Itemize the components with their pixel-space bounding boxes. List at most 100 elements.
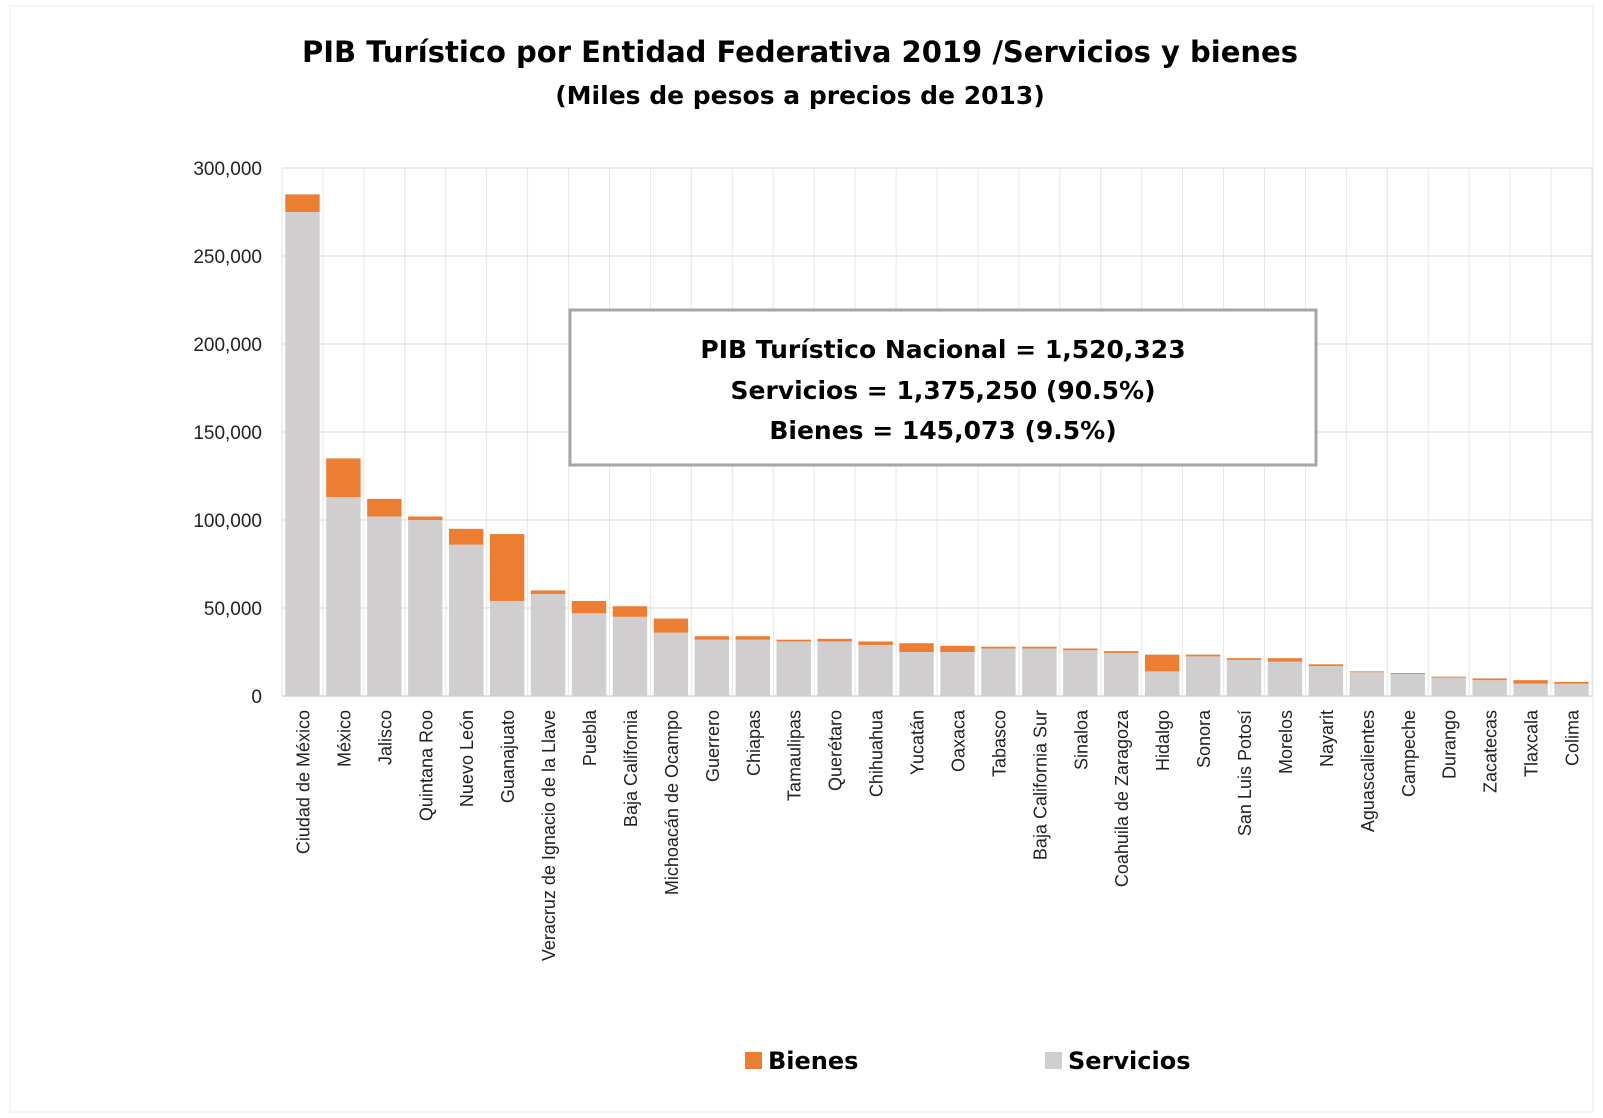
bar-bienes xyxy=(1554,681,1589,684)
bar-bienes xyxy=(530,590,566,594)
legend-label-servicios: Servicios xyxy=(1068,1047,1191,1075)
x-tick-label: Tabasco xyxy=(989,710,1009,777)
bar-bienes xyxy=(1022,646,1057,649)
bar-bienes xyxy=(899,643,934,652)
bar-bienes xyxy=(1472,678,1507,681)
x-tick-label: Hidalgo xyxy=(1153,710,1173,771)
y-tick-label: 200,000 xyxy=(193,335,262,356)
bar-servicios xyxy=(776,641,811,696)
x-tick-label: Jalisco xyxy=(375,710,395,765)
y-tick-label: 150,000 xyxy=(193,423,262,444)
bar-servicios xyxy=(1308,666,1344,696)
x-tick-label: Tlaxcala xyxy=(1522,709,1542,777)
bar-bienes xyxy=(1144,654,1180,672)
annotation-frame xyxy=(568,308,1318,467)
y-axis: 0 50,000 100,000 150,000 200,000 250,000 300,0… xyxy=(193,159,262,708)
bar-servicios xyxy=(817,641,852,696)
x-tick-label: Michoacán de Ocampo xyxy=(662,710,682,895)
bar-servicios xyxy=(940,652,975,696)
bar-bienes xyxy=(1104,651,1139,653)
bar-bienes xyxy=(489,534,525,601)
bar-bienes xyxy=(1431,676,1466,678)
x-tick-label: Aguascalientes xyxy=(1358,710,1378,832)
bar-servicios xyxy=(1226,659,1262,696)
bar-servicios xyxy=(1472,680,1507,696)
bar-servicios xyxy=(408,520,443,696)
bar-servicios xyxy=(735,639,770,696)
bar-bienes xyxy=(1267,658,1303,662)
bar-servicios xyxy=(367,516,402,696)
bar-bienes xyxy=(776,639,811,642)
x-tick-label: Campeche xyxy=(1399,710,1419,797)
bars xyxy=(285,194,1589,696)
bar-servicios xyxy=(489,600,525,696)
bar-servicios xyxy=(1144,671,1180,696)
legend-swatch-servicios xyxy=(1045,1052,1062,1069)
bar-bienes xyxy=(940,645,975,652)
legend-label-bienes: Bienes xyxy=(768,1047,858,1075)
bar-servicios xyxy=(571,613,607,696)
x-axis: Ciudad de México México Jalisco Quintana Ro… xyxy=(293,709,1582,961)
bar-bienes xyxy=(1226,658,1262,660)
bar-servicios xyxy=(1554,683,1589,696)
x-tick-label: Colima xyxy=(1563,709,1583,766)
legend-swatch-bienes xyxy=(745,1052,762,1069)
x-tick-label: Sonora xyxy=(1194,709,1214,768)
bar-servicios xyxy=(1022,648,1057,696)
bar-servicios xyxy=(1390,674,1425,696)
x-tick-label: Ciudad de México xyxy=(293,710,313,854)
annotation-box: PIB Turístico Nacional = 1,520,323 Servi… xyxy=(568,308,1318,467)
bar-bienes xyxy=(858,641,893,645)
bar-bienes xyxy=(408,516,443,520)
bar-bienes xyxy=(449,528,484,545)
bar-bienes xyxy=(612,606,648,617)
bar-servicios xyxy=(858,644,893,696)
x-tick-label: Coahuila de Zaragoza xyxy=(1112,709,1132,887)
bar-servicios xyxy=(1349,672,1385,696)
x-tick-label: Chihuahua xyxy=(867,709,887,797)
bar-bienes xyxy=(1390,673,1425,674)
x-tick-label: Nuevo León xyxy=(457,710,477,807)
x-tick-label: Chiapas xyxy=(744,710,764,776)
bar-servicios xyxy=(449,544,484,696)
x-tick-label: Guerrero xyxy=(703,710,723,782)
bar-servicios xyxy=(1513,683,1548,696)
bar-bienes xyxy=(367,498,402,517)
x-tick-label: México xyxy=(334,710,354,767)
y-tick-label: 0 xyxy=(251,687,262,708)
bar-bienes xyxy=(285,194,320,212)
bar-bienes xyxy=(981,646,1016,649)
x-tick-label: Sinaloa xyxy=(1071,709,1091,770)
y-tick-label: 50,000 xyxy=(204,599,262,620)
x-tick-label: Zacatecas xyxy=(1481,710,1501,793)
bar-servicios xyxy=(1104,652,1139,696)
x-tick-label: Baja California xyxy=(621,709,641,827)
bar-bienes xyxy=(326,458,361,498)
x-tick-label: Querétaro xyxy=(826,710,846,791)
bar-bienes xyxy=(1349,671,1385,673)
bar-servicios xyxy=(981,648,1016,696)
bar-servicios xyxy=(1267,661,1303,696)
x-tick-label: Guanajuato xyxy=(498,710,518,803)
annotation-line-servicios: Servicios = 1,375,250 (90.5%) xyxy=(731,376,1156,405)
bar-bienes xyxy=(735,636,770,640)
bar-bienes xyxy=(653,618,689,633)
x-tick-label: Nayarit xyxy=(1317,710,1337,767)
bar-servicios xyxy=(1431,677,1466,696)
y-tick-label: 250,000 xyxy=(193,247,262,268)
bar-servicios xyxy=(285,212,320,696)
bar-servicios xyxy=(612,616,648,696)
annotation-line-bienes: Bienes = 145,073 (9.5%) xyxy=(769,416,1116,445)
bar-bienes xyxy=(694,636,730,640)
bar-servicios xyxy=(530,593,566,696)
annotation-line-total: PIB Turístico Nacional = 1,520,323 xyxy=(700,335,1185,364)
x-tick-label: Quintana Roo xyxy=(416,710,436,821)
x-tick-label: Yucatán xyxy=(908,710,928,775)
y-tick-label: 100,000 xyxy=(193,511,262,532)
x-tick-label: Morelos xyxy=(1276,710,1296,774)
x-tick-label: Puebla xyxy=(580,709,600,766)
x-tick-label: Tamaulipas xyxy=(785,710,805,801)
bar-servicios xyxy=(694,639,730,696)
chart-title: PIB Turístico por Entidad Federativa 201… xyxy=(302,35,1298,69)
